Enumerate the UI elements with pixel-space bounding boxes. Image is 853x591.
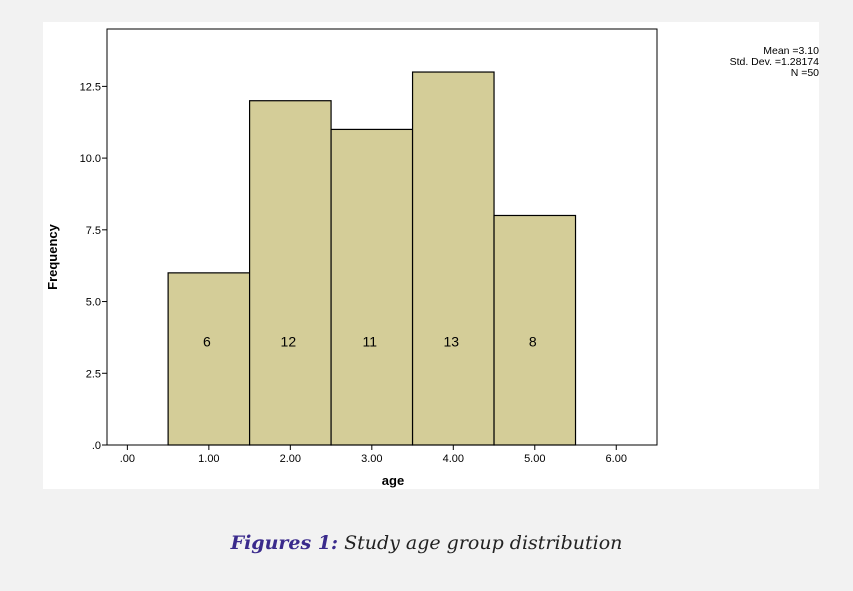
- y-tick-label: 2.5: [86, 368, 101, 380]
- y-tick-label: 5.0: [86, 297, 101, 309]
- bar: [248, 100, 332, 446]
- y-tick-label: 7.5: [86, 225, 101, 237]
- x-tick-label: 4.00: [443, 453, 464, 465]
- chart-panel: 6 12 11 13 8 .0 2.5 5.0 7.5 10.0 12.5 .00 1.00 2.00 3.…: [43, 22, 819, 489]
- stats-n: N =50: [790, 67, 819, 79]
- x-tick-label: 6.00: [606, 453, 627, 465]
- x-tick-label: .00: [120, 453, 135, 465]
- bar-value-label: 11: [363, 334, 378, 350]
- y-tick-label: .0: [92, 440, 101, 452]
- stats-mean: Mean =3.10: [763, 45, 819, 57]
- bar: [411, 71, 495, 446]
- x-tick-label: 3.00: [361, 453, 382, 465]
- bar: [330, 128, 414, 446]
- y-tick-label: 10.0: [80, 153, 101, 165]
- histogram-chart: 6 12 11 13 8 .0 2.5 5.0 7.5 10.0 12.5 .00 1.00 2.00 3.…: [45, 28, 658, 488]
- bar-value-label: 13: [444, 334, 460, 350]
- bar-value-label: 6: [203, 334, 211, 350]
- bar: [167, 272, 251, 446]
- y-tick-label: 12.5: [80, 81, 101, 93]
- x-axis-title: age: [382, 473, 404, 488]
- bar-value-label: 12: [281, 334, 297, 350]
- caption-text: Study age group distribution: [338, 532, 623, 554]
- y-axis-title: Frequency: [45, 223, 60, 290]
- stats-box: Mean =3.10 Std. Dev. =1.28174 N =50: [711, 46, 819, 79]
- x-tick-label: 5.00: [524, 453, 545, 465]
- x-tick-label: 1.00: [198, 453, 219, 465]
- bar: [493, 214, 577, 446]
- stats-std-dev: Std. Dev. =1.28174: [729, 56, 819, 68]
- figure-caption: Figures 1: Study age group distribution: [0, 532, 853, 554]
- bar-value-label: 8: [529, 334, 537, 350]
- caption-prefix: Figures 1:: [230, 532, 339, 554]
- x-tick-label: 2.00: [280, 453, 301, 465]
